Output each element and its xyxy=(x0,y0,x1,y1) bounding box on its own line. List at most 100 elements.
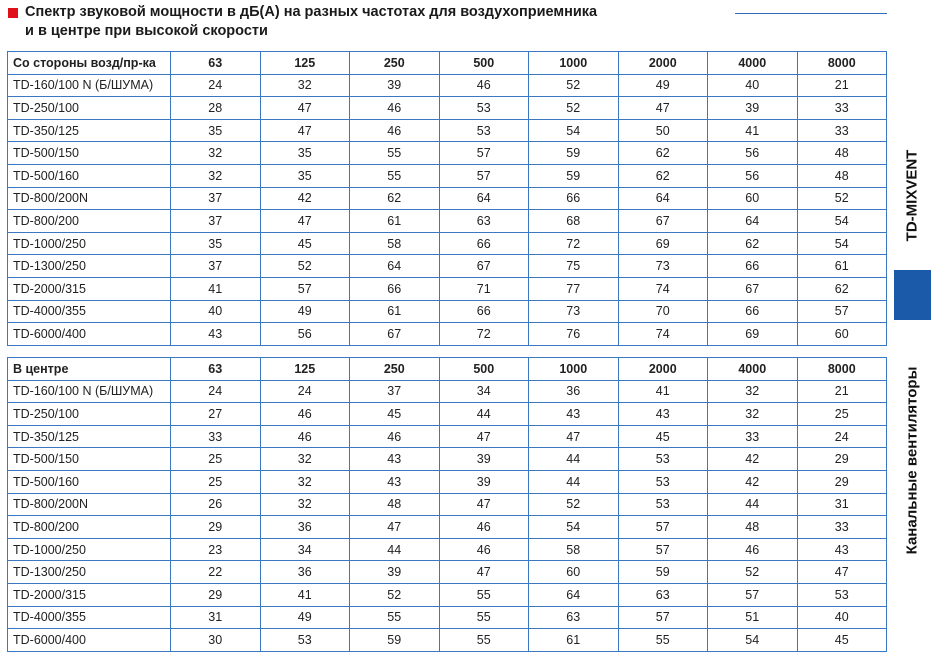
title-line-2: и в центре при высокой скорости xyxy=(25,23,268,39)
value-cell: 61 xyxy=(528,628,619,652)
value-cell: 32 xyxy=(259,469,350,494)
value-cell: 67 xyxy=(707,276,798,301)
value-cell: 56 xyxy=(259,322,350,346)
value-cell: 69 xyxy=(707,322,798,346)
table-row: TD-500/150 25 32 43 39 44 53 42 29 xyxy=(7,447,887,471)
value-cell: 46 xyxy=(349,424,440,449)
frequency-header-cell: 63 xyxy=(170,357,261,381)
value-cell: 67 xyxy=(617,209,708,233)
table-row: TD-800/200N 37 42 62 64 66 64 60 52 xyxy=(7,186,887,211)
value-cell: 55 xyxy=(438,628,529,652)
value-cell: 57 xyxy=(617,515,708,539)
value-cell: 68 xyxy=(528,209,619,233)
value-cell: 52 xyxy=(528,73,619,98)
frequency-header-cell: 125 xyxy=(259,357,350,381)
model-cell: TD-250/100 xyxy=(7,96,171,120)
value-cell: 21 xyxy=(796,73,887,98)
model-cell: TD-2000/315 xyxy=(7,276,171,301)
value-cell: 53 xyxy=(617,447,708,471)
table-row: TD-1000/250 23 34 44 46 58 57 46 43 xyxy=(7,537,887,562)
value-cell: 32 xyxy=(259,492,350,517)
value-cell: 29 xyxy=(170,515,261,539)
value-cell: 66 xyxy=(438,231,529,256)
model-cell: TD-6000/400 xyxy=(7,628,171,652)
value-cell: 44 xyxy=(438,402,529,426)
value-cell: 31 xyxy=(796,492,887,517)
value-cell: 21 xyxy=(796,379,887,404)
value-cell: 53 xyxy=(796,582,887,607)
value-cell: 66 xyxy=(528,186,619,211)
model-cell: TD-800/200N xyxy=(7,186,171,211)
value-cell: 66 xyxy=(707,254,798,278)
value-cell: 46 xyxy=(349,118,440,143)
table-row: TD-350/125 33 46 46 47 47 45 33 24 xyxy=(7,424,887,449)
table-header-row: В центре 63 125 250 500 1000 2000 4000 8000 xyxy=(7,357,887,381)
value-cell: 43 xyxy=(349,469,440,494)
value-cell: 33 xyxy=(796,96,887,120)
value-cell: 63 xyxy=(438,209,529,233)
value-cell: 43 xyxy=(349,447,440,471)
model-cell: TD-800/200N xyxy=(7,492,171,517)
value-cell: 45 xyxy=(349,402,440,426)
table-row: TD-250/100 28 47 46 53 52 47 39 33 xyxy=(7,96,887,120)
model-cell: TD-1000/250 xyxy=(7,537,171,562)
value-cell: 62 xyxy=(796,276,887,301)
table-row: TD-160/100 N (Б/ШУМА) 24 24 37 34 36 41 32 21 xyxy=(7,379,887,404)
table-air-intake-side: Со стороны возд/пр-ка 63 125 250 500 1000 2000… xyxy=(7,51,887,346)
value-cell: 74 xyxy=(617,322,708,346)
value-cell: 43 xyxy=(796,537,887,562)
header-label-cell: Со стороны возд/пр-ка xyxy=(7,51,171,75)
sidebar-accent-block xyxy=(894,270,931,320)
value-cell: 49 xyxy=(259,605,350,630)
frequency-header-cell: 8000 xyxy=(796,51,887,75)
value-cell: 69 xyxy=(617,231,708,256)
value-cell: 45 xyxy=(259,231,350,256)
value-cell: 51 xyxy=(707,605,798,630)
product-name: TD-MIXVENT xyxy=(903,149,921,241)
value-cell: 46 xyxy=(259,424,350,449)
value-cell: 74 xyxy=(617,276,708,301)
value-cell: 42 xyxy=(259,186,350,211)
value-cell: 32 xyxy=(259,447,350,471)
value-cell: 55 xyxy=(349,605,440,630)
model-cell: TD-4000/355 xyxy=(7,299,171,324)
value-cell: 37 xyxy=(349,379,440,404)
value-cell: 50 xyxy=(617,118,708,143)
value-cell: 41 xyxy=(170,276,261,301)
value-cell: 37 xyxy=(170,186,261,211)
model-cell: TD-800/200 xyxy=(7,515,171,539)
value-cell: 25 xyxy=(170,447,261,471)
value-cell: 76 xyxy=(528,322,619,346)
value-cell: 36 xyxy=(528,379,619,404)
value-cell: 67 xyxy=(349,322,440,346)
value-cell: 64 xyxy=(528,582,619,607)
value-cell: 66 xyxy=(707,299,798,324)
value-cell: 72 xyxy=(438,322,529,346)
value-cell: 30 xyxy=(170,628,261,652)
model-cell: TD-6000/400 xyxy=(7,322,171,346)
frequency-header-cell: 500 xyxy=(438,357,529,381)
value-cell: 37 xyxy=(170,209,261,233)
value-cell: 24 xyxy=(796,424,887,449)
table-row: TD-1300/250 22 36 39 47 60 59 52 47 xyxy=(7,560,887,584)
table-row: TD-2000/315 41 57 66 71 77 74 67 62 xyxy=(7,276,887,301)
value-cell: 32 xyxy=(170,163,261,188)
value-cell: 56 xyxy=(707,163,798,188)
category-name: Канальные вентиляторы xyxy=(903,366,921,554)
value-cell: 63 xyxy=(528,605,619,630)
table-row: TD-250/100 27 46 45 44 43 43 32 25 xyxy=(7,402,887,426)
value-cell: 23 xyxy=(170,537,261,562)
value-cell: 45 xyxy=(617,424,708,449)
value-cell: 29 xyxy=(796,447,887,471)
table-row: TD-2000/315 29 41 52 55 64 63 57 53 xyxy=(7,582,887,607)
value-cell: 40 xyxy=(796,605,887,630)
value-cell: 43 xyxy=(170,322,261,346)
value-cell: 62 xyxy=(617,163,708,188)
value-cell: 53 xyxy=(438,118,529,143)
value-cell: 61 xyxy=(349,299,440,324)
value-cell: 62 xyxy=(617,141,708,165)
value-cell: 60 xyxy=(796,322,887,346)
value-cell: 35 xyxy=(170,231,261,256)
value-cell: 49 xyxy=(259,299,350,324)
model-cell: TD-500/150 xyxy=(7,141,171,165)
